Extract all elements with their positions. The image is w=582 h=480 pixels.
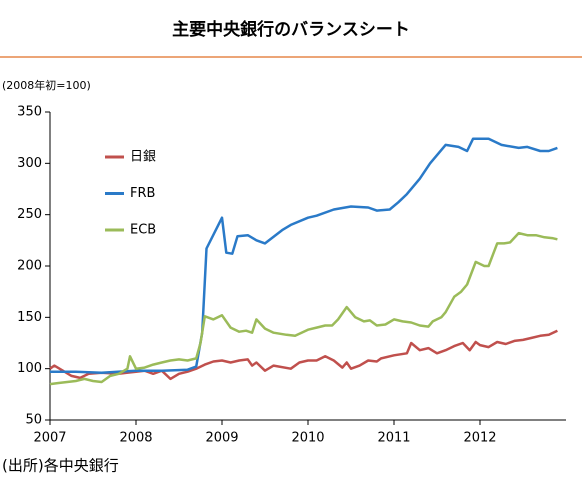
y-tick-label: 250 bbox=[17, 207, 42, 222]
legend-label: FRB bbox=[130, 186, 155, 201]
y-tick-label: 150 bbox=[17, 310, 42, 325]
source: (出所)各中央銀行 bbox=[2, 457, 119, 475]
y-tick-label: 100 bbox=[17, 361, 42, 376]
legend-label: 日銀 bbox=[130, 150, 156, 165]
y-tick-label: 50 bbox=[25, 413, 42, 428]
series-line bbox=[49, 329, 558, 381]
x-tick-label: 2010 bbox=[291, 431, 324, 446]
x-tick-label: 2007 bbox=[33, 431, 66, 446]
chart-title: 主要中央銀行のバランスシート bbox=[172, 19, 410, 40]
legend-label: ECB bbox=[130, 223, 156, 238]
y-tick-label: 200 bbox=[17, 259, 42, 274]
series-line bbox=[50, 137, 558, 375]
y-tick-label: 350 bbox=[17, 105, 42, 120]
x-tick-label: 2008 bbox=[119, 431, 152, 446]
series-line bbox=[49, 231, 558, 386]
x-tick-label: 2012 bbox=[463, 431, 496, 446]
y-axis-label: (2008年初=100) bbox=[2, 78, 91, 92]
y-tick-label: 300 bbox=[17, 156, 42, 171]
x-tick-label: 2011 bbox=[377, 431, 410, 446]
x-tick-label: 2009 bbox=[205, 431, 238, 446]
